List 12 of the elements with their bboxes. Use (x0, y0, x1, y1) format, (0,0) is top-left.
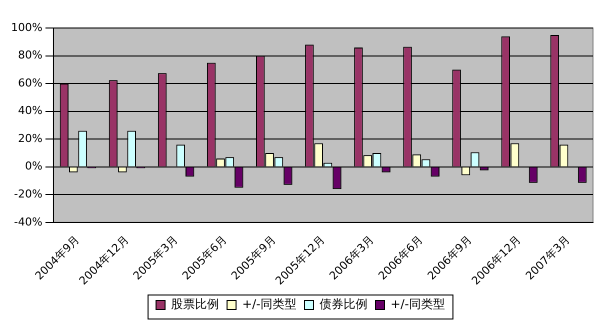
y-tick-label: 60% (18, 76, 42, 90)
y-tick-label: 40% (18, 104, 42, 118)
y-tick-label: -20% (14, 188, 42, 201)
legend-label: 债券比例 (320, 297, 368, 312)
y-tick-label: 100% (10, 20, 42, 34)
y-tick-label: 80% (18, 48, 42, 62)
y-tick-label: 0% (24, 160, 42, 173)
y-tick-label: -40% (14, 215, 42, 228)
legend-label: +/-同类型 (242, 297, 297, 312)
legend-label: +/-同类型 (390, 297, 445, 312)
legend-label: 股票比例 (171, 297, 220, 312)
y-tick-label: 20% (18, 132, 42, 145)
